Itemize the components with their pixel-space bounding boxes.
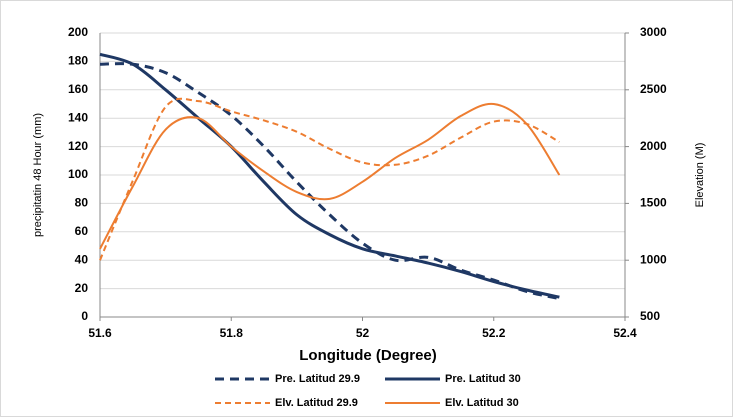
x-axis-title: Longitude (Degree)	[299, 347, 437, 364]
legend-label: Pre. Latitud 29.9	[275, 373, 360, 385]
legend-label: Elv. Latitud 30	[445, 397, 519, 409]
y-tick-label: 80	[75, 196, 89, 210]
y2-tick-label: 1500	[640, 196, 667, 210]
legend-label: Elv. Latitud 29.9	[275, 397, 358, 409]
series-line	[99, 52, 560, 299]
legend-label: Pre. Latitud 30	[445, 373, 521, 385]
y-axis-title: precipitatin 48 Hour (mm)	[32, 113, 44, 237]
x-tick-label: 51.8	[220, 326, 244, 340]
y-tick-label: 160	[68, 82, 88, 96]
y-tick-label: 180	[68, 54, 88, 68]
y-tick-label: 0	[81, 309, 88, 323]
y2-tick-label: 2000	[640, 139, 667, 153]
series-line	[99, 102, 561, 250]
y-tick-label: 140	[68, 110, 88, 124]
y-tick-label: 40	[75, 252, 89, 266]
y2-tick-label: 500	[640, 309, 660, 323]
y-tick-label: 60	[75, 224, 89, 238]
x-tick-label: 52.2	[482, 326, 506, 340]
y2-tick-label: 2500	[640, 82, 667, 96]
x-tick-label: 52	[356, 326, 370, 340]
y-tick-label: 200	[68, 25, 88, 39]
y-tick-label: 20	[75, 281, 89, 295]
x-tick-label: 51.6	[88, 326, 112, 340]
x-tick-label: 52.4	[613, 326, 637, 340]
y-tick-label: 120	[68, 139, 88, 153]
y2-tick-label: 1000	[640, 252, 667, 266]
y-tick-label: 100	[68, 167, 88, 181]
y2-tick-label: 3000	[640, 25, 667, 39]
y2-axis-title: Elevation (M)	[694, 143, 706, 208]
